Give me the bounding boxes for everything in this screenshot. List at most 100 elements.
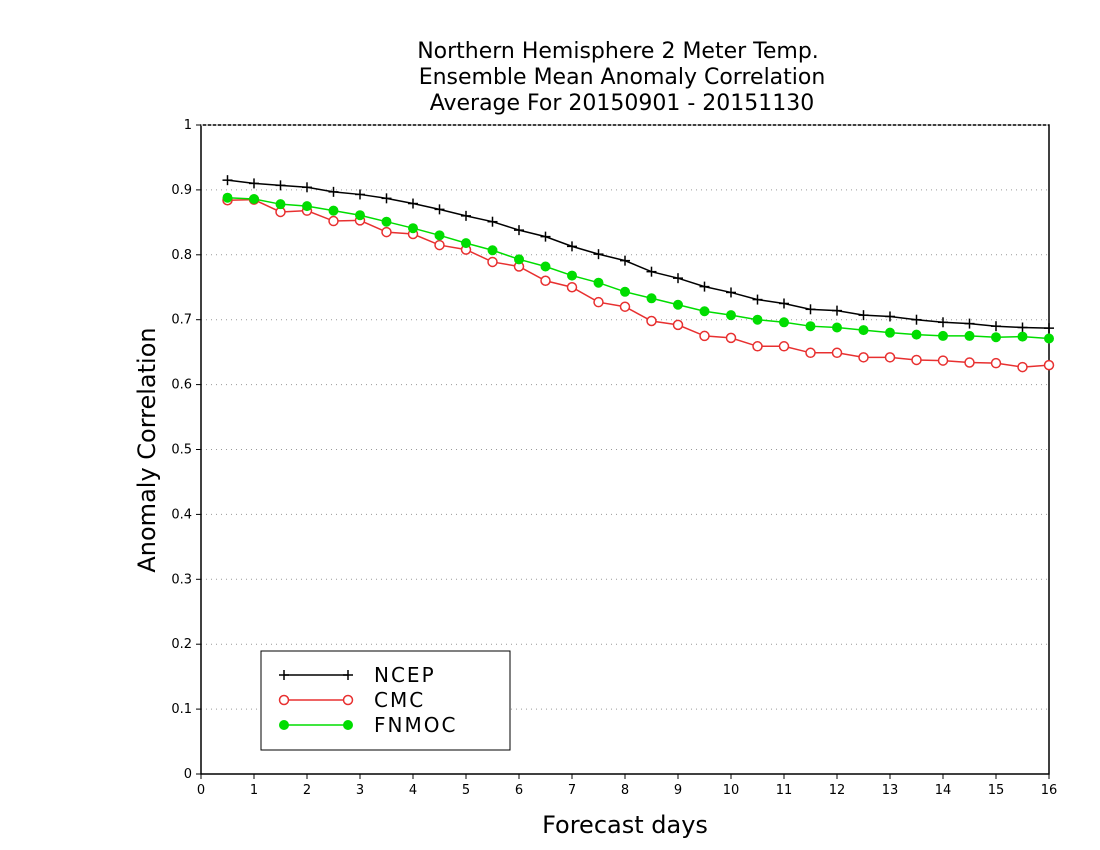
legend-label-cmc: CMC <box>374 688 425 712</box>
data-point-cmc-25 <box>884 352 896 363</box>
data-point-fnmoc-22 <box>805 321 816 332</box>
data-point-ncep-5 <box>355 189 365 200</box>
data-point-fnmoc-6 <box>381 216 392 227</box>
data-point-fnmoc-21 <box>779 317 789 328</box>
data-point-fnmoc-8 <box>434 230 445 241</box>
data-point-fnmoc-0 <box>222 192 233 203</box>
y-tick-label-9: 0.9 <box>171 183 192 198</box>
y-tick-label-4: 0.4 <box>171 507 192 522</box>
data-point-cmc-19 <box>725 332 737 344</box>
data-point-fnmoc-14 <box>593 277 604 288</box>
data-point-fnmoc-3 <box>302 201 312 212</box>
data-point-fnmoc-15 <box>620 286 630 297</box>
data-point-cmc-29 <box>990 357 1002 369</box>
y-axis-label: Anomaly Correlation <box>133 327 161 572</box>
data-point-fnmoc-17 <box>673 299 683 310</box>
data-point-ncep-26 <box>911 314 922 325</box>
data-point-cmc-21 <box>778 341 790 352</box>
data-point-fnmoc-13 <box>567 270 577 281</box>
x-tick-label-11: 11 <box>776 783 793 798</box>
data-point-fnmoc-28 <box>964 330 975 341</box>
x-tick-label-2: 2 <box>303 783 311 798</box>
legend-marker-end-fnmoc <box>343 720 353 730</box>
data-point-fnmoc-4 <box>328 205 339 216</box>
series-line-cmc <box>227 198 1050 368</box>
series-line-ncep <box>227 179 1050 329</box>
data-point-fnmoc-25 <box>885 327 895 338</box>
data-point-cmc-10 <box>487 256 498 268</box>
data-point-fnmoc-1 <box>249 193 259 204</box>
legend-entry-fnmoc: FNMOC <box>279 713 457 737</box>
x-axis-ticks: 0 1 2 3 4 5 6 7 8 9 10 11 12 13 14 15 16 <box>197 774 1057 798</box>
y-tick-label-1: 0.1 <box>171 702 192 717</box>
data-point-fnmoc-2 <box>275 199 286 210</box>
data-point-ncep-16 <box>646 266 657 277</box>
legend-label-fnmoc: FNMOC <box>374 713 457 737</box>
data-point-fnmoc-11 <box>514 254 524 265</box>
data-point-fnmoc-20 <box>752 314 763 325</box>
data-point-fnmoc-27 <box>938 330 948 341</box>
data-point-ncep-28 <box>964 318 975 329</box>
x-tick-label-10: 10 <box>723 783 740 798</box>
data-point-fnmoc-24 <box>858 325 869 336</box>
x-axis-label: Forecast days <box>542 811 708 839</box>
legend-marker-start-cmc <box>278 694 290 706</box>
data-point-ncep-31 <box>1044 323 1054 334</box>
data-point-fnmoc-30 <box>1017 331 1028 342</box>
data-point-cmc-28 <box>964 357 975 368</box>
x-tick-label-16: 16 <box>1041 783 1058 798</box>
data-point-ncep-9 <box>461 210 471 221</box>
y-tick-label-5: 0.5 <box>171 443 192 458</box>
data-point-ncep-0 <box>222 175 233 186</box>
y-axis-ticks: 0 0.1 0.2 0.3 0.4 0.5 0.6 0.7 0.8 0.9 1 <box>171 118 201 782</box>
data-point-cmc-16 <box>646 315 657 327</box>
data-point-fnmoc-16 <box>646 293 657 304</box>
legend-marker-start-fnmoc <box>279 720 289 730</box>
legend-marker-start-ncep <box>279 670 289 680</box>
legend-entry-ncep: NCEP <box>279 663 434 687</box>
data-point-ncep-11 <box>514 225 524 236</box>
x-tick-label-0: 0 <box>197 783 205 798</box>
data-point-cmc-24 <box>858 352 869 363</box>
data-point-fnmoc-9 <box>461 238 471 249</box>
data-point-cmc-13 <box>566 282 578 293</box>
data-point-fnmoc-31 <box>1044 333 1054 344</box>
data-point-cmc-23 <box>831 347 843 359</box>
data-point-ncep-15 <box>620 255 630 266</box>
data-point-cmc-15 <box>619 301 631 312</box>
y-tick-label-3: 0.3 <box>171 572 192 587</box>
y-tick-label-10: 1 <box>184 118 192 133</box>
data-point-cmc-26 <box>911 354 922 366</box>
data-point-ncep-23 <box>832 305 842 316</box>
data-point-cmc-14 <box>593 296 604 308</box>
data-point-ncep-1 <box>249 178 259 189</box>
data-point-cmc-22 <box>805 347 816 359</box>
data-point-cmc-17 <box>672 319 684 331</box>
data-point-ncep-20 <box>752 294 763 305</box>
data-point-ncep-27 <box>938 317 948 328</box>
data-point-ncep-22 <box>805 304 816 315</box>
data-point-ncep-30 <box>1017 322 1028 333</box>
data-point-cmc-18 <box>699 330 710 342</box>
data-point-cmc-30 <box>1017 361 1028 373</box>
x-tick-label-1: 1 <box>250 783 258 798</box>
legend-marker-end-ncep <box>343 670 353 680</box>
data-point-cmc-12 <box>540 275 551 287</box>
x-tick-label-9: 9 <box>674 783 682 798</box>
data-point-ncep-4 <box>328 186 339 197</box>
data-point-ncep-19 <box>726 287 736 298</box>
data-point-ncep-24 <box>858 310 869 321</box>
series-fnmoc <box>222 192 1054 344</box>
data-point-ncep-6 <box>381 193 392 204</box>
data-point-cmc-31 <box>1043 359 1055 371</box>
data-point-ncep-10 <box>487 216 498 227</box>
data-point-cmc-27 <box>937 355 949 366</box>
data-point-cmc-8 <box>434 239 445 251</box>
legend-marker-end-cmc <box>342 694 354 706</box>
x-tick-label-7: 7 <box>568 783 576 798</box>
data-point-ncep-29 <box>991 321 1001 332</box>
x-tick-label-3: 3 <box>356 783 364 798</box>
chart-title-line-2: Ensemble Mean Anomaly Correlation <box>419 65 826 90</box>
x-tick-label-12: 12 <box>829 783 846 798</box>
legend-entry-cmc: CMC <box>278 688 425 712</box>
